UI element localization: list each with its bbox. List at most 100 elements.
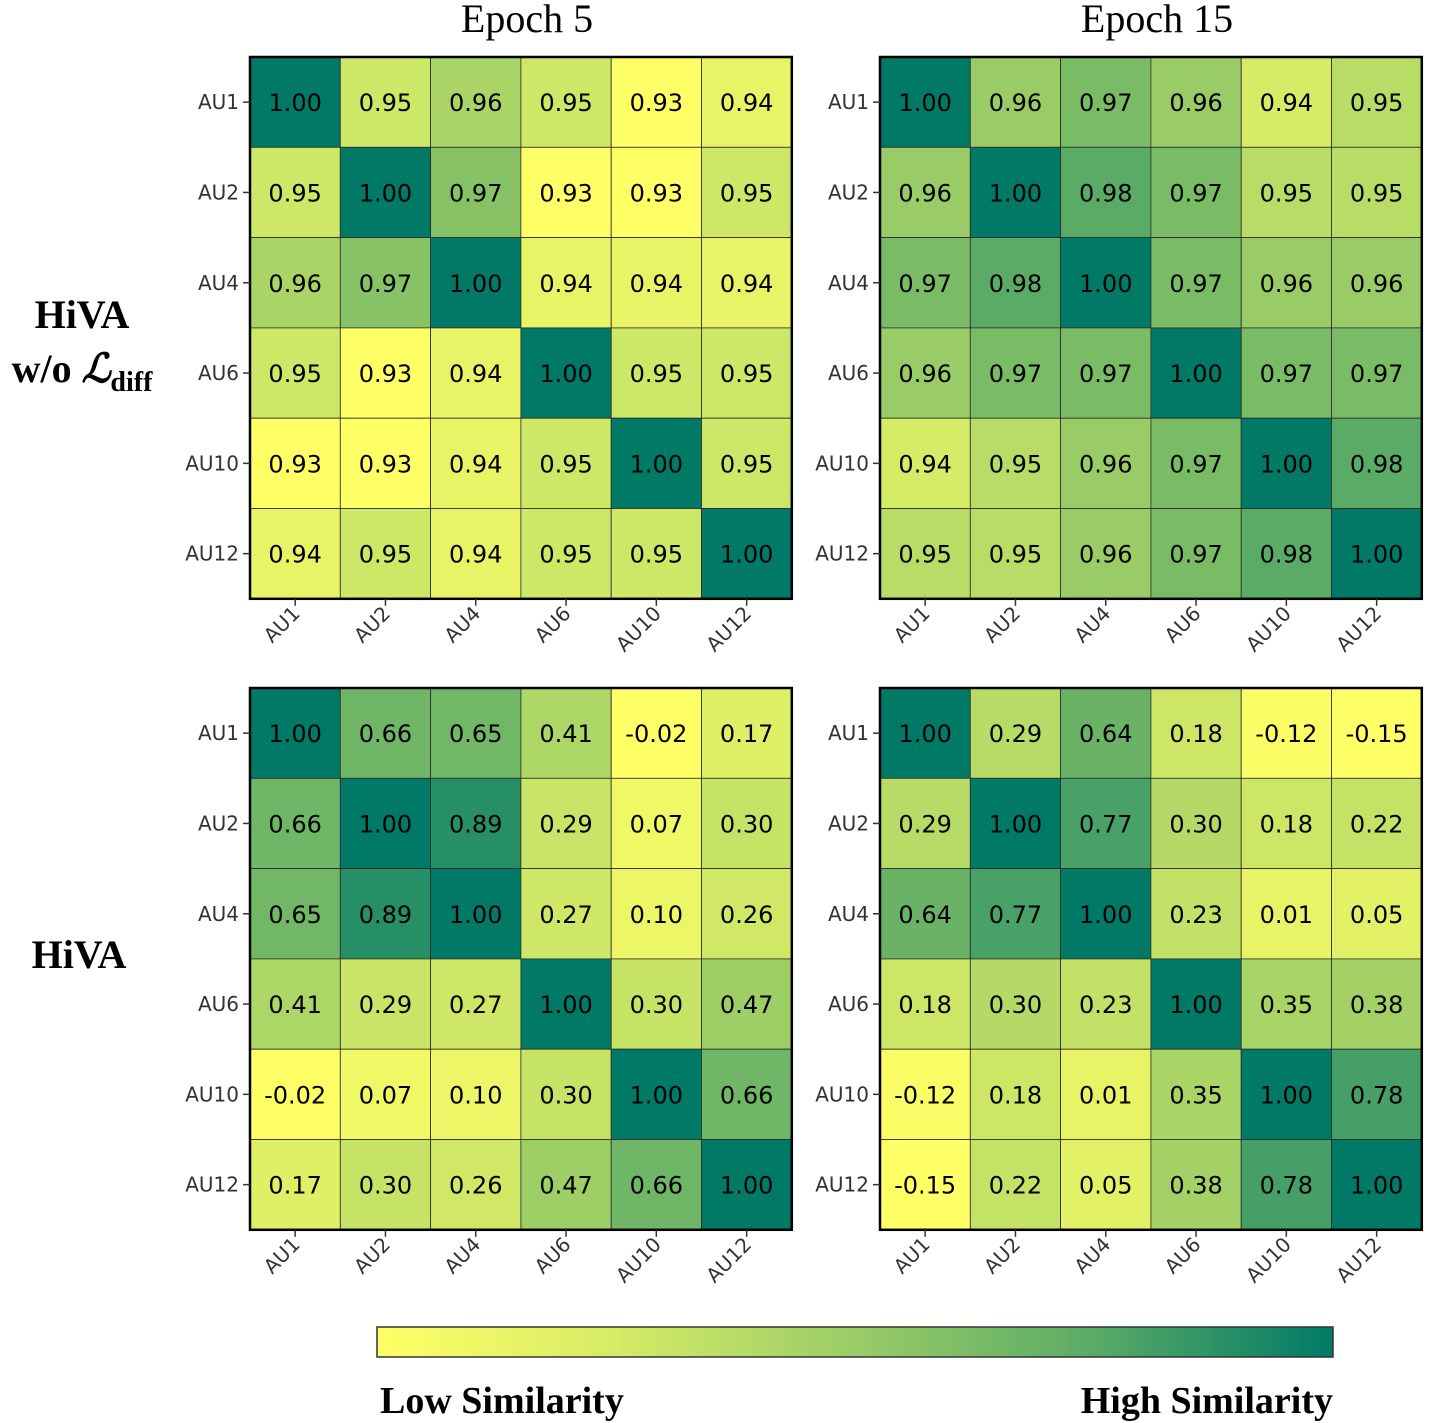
heatmap-cell (339, 1048, 431, 1140)
cell-value-label: 0.77 (1079, 810, 1132, 838)
column-title-epoch-5: Epoch 5 (461, 0, 593, 41)
cell-value-label: 0.97 (359, 270, 412, 298)
cell-value-label: 0.29 (539, 810, 592, 838)
cell-value-label: 0.30 (630, 991, 683, 1019)
cell-value-label: -0.15 (894, 1172, 956, 1200)
heatmap-cell (969, 237, 1061, 329)
cell-value-label: 0.96 (268, 270, 321, 298)
heatmap-cell (249, 417, 341, 509)
heatmap-cell (1060, 237, 1152, 329)
cell-value-label: 0.95 (1350, 89, 1403, 117)
cell-value-label: 0.94 (898, 450, 951, 478)
heatmap-cell (339, 56, 431, 148)
x-tick-label: AU1 (259, 601, 305, 647)
cell-value-label: 1.00 (1169, 991, 1222, 1019)
y-tick-label: AU6 (828, 992, 869, 1016)
cell-value-label: 0.95 (989, 450, 1042, 478)
x-tick-label: AU4 (1069, 601, 1115, 647)
y-tick-label: AU2 (828, 811, 869, 835)
heatmap-cell (879, 1139, 971, 1231)
heatmap-cell (339, 237, 431, 329)
cell-value-label: 0.94 (449, 541, 502, 569)
cell-value-label: 0.96 (898, 179, 951, 207)
y-tick-label: AU2 (828, 180, 869, 204)
cell-value-label: 1.00 (268, 89, 321, 117)
heatmap-frame (248, 686, 794, 1232)
cell-value-label: 0.18 (1260, 810, 1313, 838)
cell-value-label: 0.95 (359, 89, 412, 117)
cell-value-label: 0.35 (1260, 991, 1313, 1019)
heatmap-cell (1240, 1139, 1332, 1231)
heatmap-cell (520, 56, 612, 148)
cell-value-label: 0.30 (539, 1081, 592, 1109)
cell-value-label: 0.97 (1350, 360, 1403, 388)
cell-value-label: 0.89 (359, 901, 412, 929)
heatmap-cell (1150, 868, 1242, 960)
heatmap-cell (1150, 1139, 1242, 1231)
cell-value-label: 0.18 (1169, 720, 1222, 748)
x-tick-label: AU10 (611, 1232, 666, 1287)
cell-value-label: 0.66 (268, 810, 321, 838)
x-tick-label: AU10 (1241, 601, 1296, 656)
x-tick-label: AU1 (889, 1232, 935, 1278)
cell-value-label: 0.64 (1079, 720, 1132, 748)
heatmap-frame (248, 55, 794, 601)
heatmap-cell (701, 237, 793, 329)
cell-value-label: 1.00 (1260, 1081, 1313, 1109)
cell-value-label: 0.97 (1260, 360, 1313, 388)
y-tick-label: AU1 (198, 721, 239, 745)
cell-value-label: 0.07 (630, 810, 683, 838)
heatmap-cell (1331, 56, 1423, 148)
cell-value-label: 1.00 (720, 541, 773, 569)
y-tick-label: AU6 (828, 361, 869, 385)
cell-value-label: 0.96 (898, 360, 951, 388)
cell-value-label: 0.96 (1169, 89, 1222, 117)
row-title-prefix: w/o (12, 346, 82, 391)
cell-value-label: 0.98 (1079, 179, 1132, 207)
cell-value-label: 0.93 (359, 360, 412, 388)
cell-value-label: 0.10 (630, 901, 683, 929)
heatmap-cell (520, 237, 612, 329)
heatmap-cell (1150, 417, 1242, 509)
cell-value-label: 0.01 (1260, 901, 1313, 929)
cell-value-label: 0.95 (539, 89, 592, 117)
y-tick-label: AU12 (815, 1173, 869, 1197)
x-tick-label: AU6 (530, 1232, 576, 1278)
y-tick-label: AU6 (198, 361, 239, 385)
cell-value-label: 1.00 (539, 991, 592, 1019)
heatmap-cell (520, 958, 612, 1050)
heatmap-cell (1240, 687, 1332, 779)
cell-value-label: 0.94 (449, 450, 502, 478)
cell-value-label: -0.02 (264, 1081, 326, 1109)
cell-value-label: 0.27 (449, 991, 502, 1019)
heatmap-cell (1240, 508, 1332, 600)
heatmap-cell (969, 687, 1061, 779)
cell-value-label: 1.00 (898, 720, 951, 748)
heatmap-cell (1331, 417, 1423, 509)
cell-value-label: 0.66 (359, 720, 412, 748)
cell-value-label: 0.27 (539, 901, 592, 929)
cell-value-label: -0.02 (625, 720, 687, 748)
y-tick-label: AU10 (185, 451, 239, 475)
heatmap-cell (1331, 777, 1423, 869)
heatmap-cell (969, 327, 1061, 419)
cell-value-label: 0.93 (359, 450, 412, 478)
y-tick-label: AU4 (828, 271, 869, 295)
cell-value-label: 1.00 (359, 810, 412, 838)
cell-value-label: 0.95 (268, 360, 321, 388)
cell-value-label: 0.38 (1350, 991, 1403, 1019)
colorbar-low-label: Low Similarity (380, 1380, 624, 1422)
heatmap-cell (969, 146, 1061, 239)
y-tick-label: AU4 (198, 902, 239, 926)
cell-value-label: 0.95 (1350, 179, 1403, 207)
heatmap-cell (879, 868, 971, 960)
cell-value-label: 1.00 (449, 901, 502, 929)
column-title-epoch-15: Epoch 15 (1081, 0, 1233, 41)
x-tick-label: AU12 (701, 601, 756, 656)
cell-value-label: 0.97 (1079, 89, 1132, 117)
cell-value-label: 0.01 (1079, 1081, 1132, 1109)
cell-value-label: 0.97 (898, 270, 951, 298)
heatmap-cell (701, 56, 793, 148)
heatmap-cell (610, 56, 702, 148)
